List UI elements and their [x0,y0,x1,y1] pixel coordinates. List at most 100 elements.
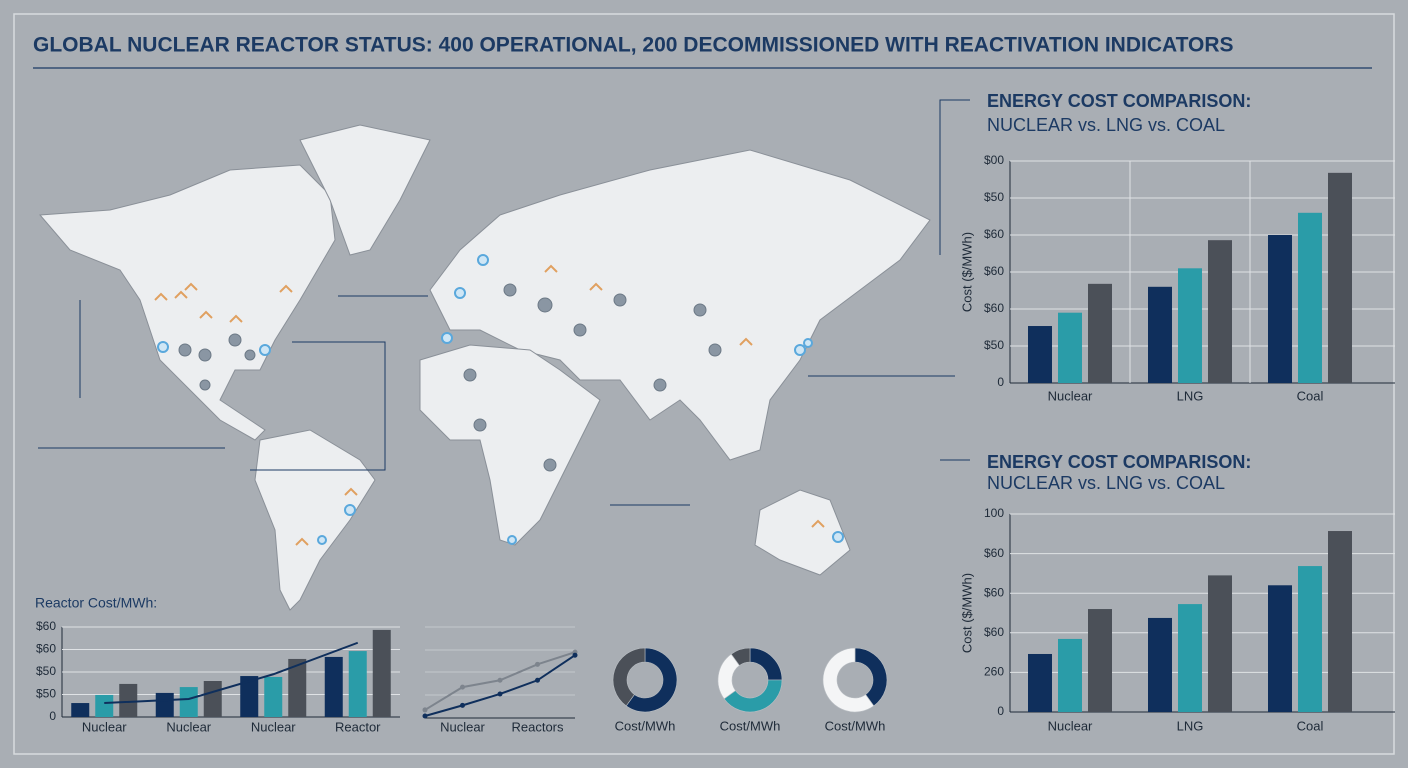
donut-segment [723,679,783,713]
point [497,691,503,697]
bar [1148,617,1172,712]
y-tick-label: $50 [36,687,56,701]
bar [1268,585,1292,712]
y-tick-label: $60 [984,585,1004,599]
y-axis-label: Cost ($/MWh) [959,232,974,312]
x-tick-label: Nuclear [251,719,296,734]
y-tick-label: $60 [984,227,1004,241]
point [535,677,540,683]
bar [324,656,343,717]
point [460,684,465,690]
bar [1268,235,1292,383]
leader-lines [38,99,970,506]
y-tick-label: $00 [984,153,1004,167]
point [572,652,578,658]
chart-title: ENERGY COST COMPARISON: [987,91,1251,111]
bar [1298,212,1322,383]
bar [240,676,259,717]
y-tick-label: $60 [984,546,1004,560]
bar [348,651,367,717]
africa [419,344,601,546]
bar [1088,609,1112,712]
y-tick-label: 0 [997,375,1004,389]
point [535,661,540,667]
y-tick-label: $50 [36,664,56,678]
reactivation-chevrons [154,264,825,546]
operational-markers [157,254,844,545]
y-tick-label: $60 [36,642,56,656]
bar [288,658,307,717]
x-tick-label: Nuclear [440,719,485,734]
x-tick-label: Reactors [511,719,564,734]
y-tick-label: $60 [984,625,1004,639]
x-tick-label: Nuclear [1048,718,1093,733]
y-tick-label: $60 [984,301,1004,315]
donut-label: Cost/MWh [720,718,781,733]
donut-segment [822,647,875,713]
x-tick-label: Nuclear [82,719,127,734]
bar [1208,240,1232,383]
point [422,713,428,719]
frame [13,13,1395,755]
y-tick-label: $60 [984,264,1004,278]
bar [1328,531,1352,712]
bar [1028,326,1052,383]
y-tick-label: 260 [984,665,1004,679]
bar [203,681,222,717]
chart-subtitle: NUCLEAR vs. LNG vs. COAL [987,115,1225,135]
chart-title: Reactor Cost/MWh: [35,595,157,611]
world-map [38,99,970,611]
y-tick-label: $50 [984,338,1004,352]
y-axis-label: Cost ($/MWh) [959,573,974,653]
x-tick-label: LNG [1177,388,1204,403]
bar [1178,604,1202,712]
y-tick-label: 0 [997,704,1004,718]
bar [119,683,138,717]
donut-label: Cost/MWh [615,718,676,733]
donut-segment [749,647,783,681]
eurasia [429,149,931,461]
chart-title: ENERGY COST COMPARISON: [987,452,1251,472]
x-tick-label: Nuclear [166,719,211,734]
bar [372,629,391,717]
donut-segment [612,647,646,707]
page-title: GLOBAL NUCLEAR REACTOR STATUS: 400 OPERA… [33,34,1234,57]
bar [1178,268,1202,383]
donut-segment [625,647,678,713]
bar [1328,172,1352,383]
point [460,702,465,708]
point [497,677,503,683]
point [422,707,428,713]
x-tick-label: Nuclear [1048,388,1093,403]
bar [155,692,174,717]
x-tick-label: Reactor [335,719,381,734]
north-america [38,164,336,441]
series-line [424,654,576,717]
y-tick-label: $50 [984,190,1004,204]
bar [1088,283,1112,383]
y-tick-label: 0 [49,709,56,723]
x-tick-label: Coal [1297,388,1324,403]
australia [754,489,851,576]
bar [1298,566,1322,712]
donut-segment [854,647,888,707]
south-america [254,429,376,611]
trend-line [104,641,359,705]
y-tick-label: $60 [36,619,56,633]
donut-label: Cost/MWh [825,718,886,733]
bar [1028,653,1052,712]
bar [264,676,283,717]
x-tick-label: LNG [1177,718,1204,733]
bar [1208,575,1232,712]
bar [1148,286,1172,383]
bar [71,703,90,717]
bar [179,687,198,717]
y-tick-label: 100 [984,506,1004,520]
x-tick-label: Coal [1297,718,1324,733]
bar [1058,312,1082,383]
donut-segment [730,647,751,666]
bar [95,694,114,717]
greenland [299,124,431,256]
reactor-markers [178,283,722,472]
